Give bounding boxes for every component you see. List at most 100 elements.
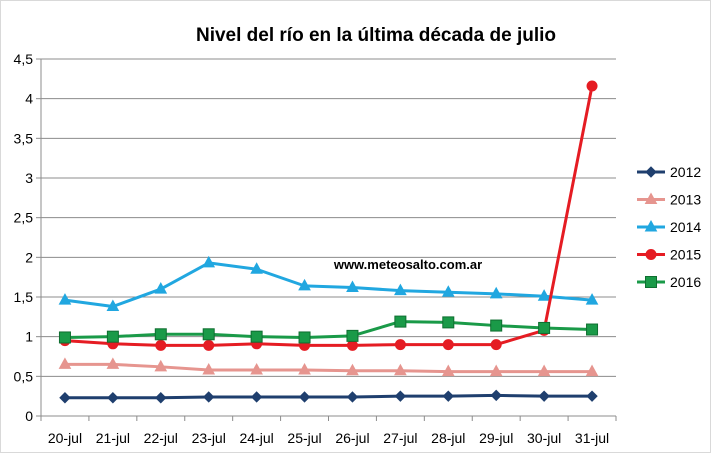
- data-point: [645, 249, 657, 260]
- data-point: [394, 315, 407, 328]
- y-tick-label: 0: [25, 408, 33, 424]
- data-point: [394, 363, 407, 376]
- data-point: [203, 339, 215, 351]
- data-point: [154, 328, 167, 341]
- series-line: [64, 261, 593, 309]
- x-axis-ticks: 20-jul 21-jul 22-jul 23-jul 24-jul 25-jul 26-j…: [40, 416, 617, 446]
- data-point: [489, 286, 503, 299]
- y-tick-label: 3,5: [14, 130, 34, 146]
- data-point: [298, 278, 311, 291]
- legend-item-2015: 2015: [637, 247, 701, 263]
- series-2012: [59, 389, 598, 404]
- data-point: [394, 390, 407, 402]
- data-point: [537, 289, 551, 301]
- data-point: [155, 392, 167, 404]
- x-tick-label: 24-jul: [240, 430, 274, 446]
- data-point: [250, 262, 263, 274]
- chart-title: Nivel del río en la última década de jul…: [196, 25, 556, 46]
- data-point: [346, 280, 359, 292]
- data-point: [645, 276, 657, 288]
- legend-label: 2012: [670, 164, 701, 180]
- watermark-text: www.meteosalto.com.ar: [333, 257, 482, 272]
- data-point: [585, 364, 599, 377]
- data-point: [586, 80, 598, 92]
- data-point: [644, 219, 658, 232]
- y-tick-label: 3: [25, 170, 33, 186]
- data-point: [346, 339, 358, 351]
- y-tick-label: 0,5: [14, 368, 34, 384]
- x-tick-label: 28-jul: [431, 430, 465, 446]
- data-point: [585, 293, 599, 305]
- series-2015: [59, 80, 598, 351]
- x-tick-label: 27-jul: [383, 430, 417, 446]
- data-point: [203, 391, 215, 403]
- data-point: [441, 364, 455, 377]
- data-point: [346, 363, 359, 376]
- data-point: [106, 330, 119, 343]
- series-2016: [58, 315, 599, 344]
- x-tick-label: 29-jul: [479, 430, 513, 446]
- data-point: [394, 283, 407, 296]
- data-point: [538, 321, 551, 334]
- y-tick-label: 4: [25, 91, 33, 107]
- data-point: [644, 192, 658, 204]
- series-line: [64, 362, 593, 374]
- data-point: [202, 328, 215, 341]
- data-point: [58, 293, 72, 305]
- data-point: [250, 330, 263, 343]
- legend-label: 2014: [670, 219, 701, 235]
- data-point: [59, 392, 71, 404]
- data-point: [586, 323, 599, 336]
- data-point: [346, 391, 359, 403]
- y-tick-label: 1: [25, 329, 33, 345]
- y-tick-label: 4,5: [14, 51, 34, 67]
- data-point: [155, 339, 167, 351]
- series-line: [64, 85, 594, 347]
- data-point: [298, 391, 311, 403]
- data-point: [645, 166, 657, 178]
- x-tick-label: 30-jul: [527, 430, 561, 446]
- x-tick-label: 26-jul: [335, 430, 369, 446]
- data-point: [538, 390, 550, 402]
- data-point: [586, 390, 598, 402]
- series-line: [64, 393, 593, 400]
- x-tick-label: 21-jul: [96, 430, 130, 446]
- gridlines: [41, 58, 616, 377]
- data-point: [537, 364, 551, 377]
- data-point: [490, 319, 503, 332]
- series-layer: [58, 80, 599, 404]
- x-tick-label: 25-jul: [287, 430, 321, 446]
- series-line: [64, 320, 593, 339]
- x-tick-label: 20-jul: [48, 430, 82, 446]
- data-point: [441, 285, 455, 297]
- data-point: [106, 299, 120, 312]
- legend: 2012 2013 2014 2015 2016: [637, 164, 701, 290]
- data-point: [298, 331, 311, 344]
- data-point: [107, 392, 119, 404]
- legend-label: 2015: [670, 247, 701, 263]
- x-tick-label: 31-jul: [575, 430, 609, 446]
- data-point: [490, 339, 502, 351]
- data-point: [442, 339, 454, 351]
- legend-label: 2016: [670, 274, 701, 290]
- data-point: [154, 282, 168, 294]
- series-2013: [58, 357, 599, 377]
- legend-item-2016: 2016: [637, 274, 701, 290]
- data-point: [202, 255, 216, 268]
- data-point: [202, 362, 216, 375]
- y-tick-label: 2: [25, 249, 33, 265]
- y-tick-label: 1,5: [14, 289, 34, 305]
- data-point: [346, 329, 359, 342]
- data-point: [489, 364, 503, 377]
- data-point: [58, 331, 71, 344]
- data-point: [298, 362, 311, 375]
- legend-item-2012: 2012: [637, 164, 701, 180]
- data-point: [394, 339, 406, 351]
- legend-item-2013: 2013: [637, 192, 701, 208]
- data-point: [250, 362, 263, 375]
- y-axis-ticks: 0 0,5 1 1,5 2 2,5 3 3,5 4 4,5: [14, 51, 41, 424]
- data-point: [442, 316, 455, 329]
- data-point: [250, 391, 263, 403]
- data-point: [154, 359, 168, 372]
- data-point: [490, 389, 502, 402]
